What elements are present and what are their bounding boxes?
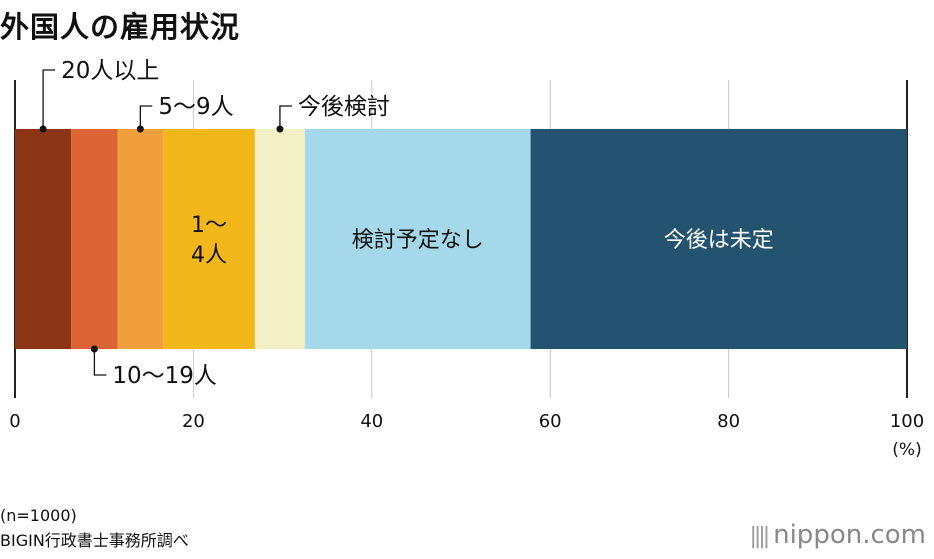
segment-label: 今後は未定	[664, 228, 774, 253]
nippon-logo: |||| nippon.com	[749, 520, 926, 550]
bar-segment	[254, 129, 305, 349]
x-tick-label: 80	[717, 411, 740, 432]
segment-label: 1〜	[191, 213, 227, 238]
x-tick-label: 60	[539, 411, 562, 432]
segment-label: 4人	[191, 243, 227, 268]
x-tick-label: 40	[360, 411, 383, 432]
callout-label: 5〜9人	[158, 94, 233, 120]
segment-label: 検討予定なし	[352, 228, 484, 253]
callout-label: 今後検討	[298, 94, 390, 120]
callout-line	[42, 69, 56, 129]
bar-segment	[530, 129, 907, 349]
callout-label: 10〜19人	[112, 363, 217, 389]
x-tick-label: 100	[890, 411, 924, 432]
stacked-bar-chart: 1〜 4人 検討予定なし 今後は未定 20人以上 5〜9人 今後検討 10〜19人 0 20 40 6…	[9, 58, 924, 460]
bar-segment	[117, 129, 164, 349]
bar-segment	[304, 129, 531, 349]
callout-line	[139, 105, 153, 129]
chart-title: 外国人の雇用状況	[0, 10, 241, 44]
source-note: BIGIN行政書士事務所調べ	[0, 531, 189, 550]
callout-line	[93, 349, 107, 376]
logo-mark-icon: ||||	[749, 524, 770, 549]
logo-text: nippon.com	[773, 520, 926, 550]
x-unit-label: (%)	[892, 440, 921, 460]
callout-line	[279, 105, 292, 129]
callout-label: 20人以上	[61, 58, 159, 84]
x-tick-label: 0	[9, 411, 20, 432]
sample-size-note: (n=1000)	[0, 506, 77, 525]
bar-segment	[163, 129, 255, 349]
bar-segment	[71, 129, 118, 349]
x-tick-label: 20	[182, 411, 205, 432]
bar-segment	[15, 129, 72, 349]
